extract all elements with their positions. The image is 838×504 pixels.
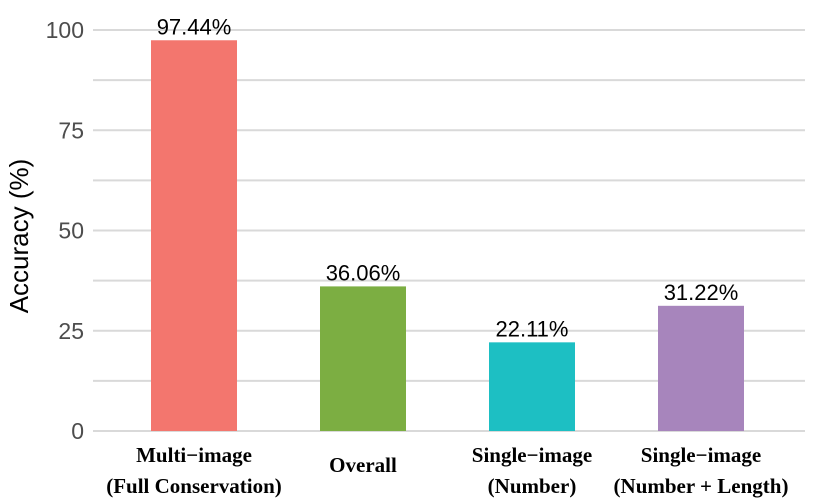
- x-category-label: Single−image: [472, 443, 592, 467]
- x-category-label: (Number + Length): [614, 474, 789, 498]
- x-category-label: Overall: [329, 453, 397, 477]
- y-axis-title: Accuracy (%): [4, 159, 34, 314]
- x-category-label: Single−image: [641, 443, 761, 467]
- bars: [151, 40, 744, 432]
- bar-value-label: 97.44%: [157, 14, 232, 39]
- data-labels: 97.44% 36.06% 22.11% 31.22%: [157, 14, 739, 341]
- y-axis-ticks: 0 25 50 75 100: [46, 17, 84, 444]
- y-tick-label: 50: [58, 218, 84, 244]
- bar: [151, 40, 237, 432]
- x-category-label: Multi−image: [136, 443, 252, 467]
- bar-value-label: 22.11%: [496, 316, 569, 341]
- x-category-label: (Number): [488, 474, 577, 498]
- bar: [658, 305, 744, 431]
- y-tick-label: 25: [58, 318, 84, 344]
- x-axis-category-labels: Multi−image (Full Conservation) Overall Sin…: [106, 443, 788, 498]
- bar-value-label: 31.22%: [664, 280, 739, 305]
- bar: [320, 286, 406, 431]
- bar: [489, 342, 575, 431]
- y-tick-label: 0: [71, 418, 84, 444]
- x-category-label: (Full Conservation): [106, 474, 282, 498]
- y-tick-label: 100: [46, 17, 84, 43]
- y-tick-label: 75: [58, 117, 84, 143]
- bar-value-label: 36.06%: [326, 260, 401, 285]
